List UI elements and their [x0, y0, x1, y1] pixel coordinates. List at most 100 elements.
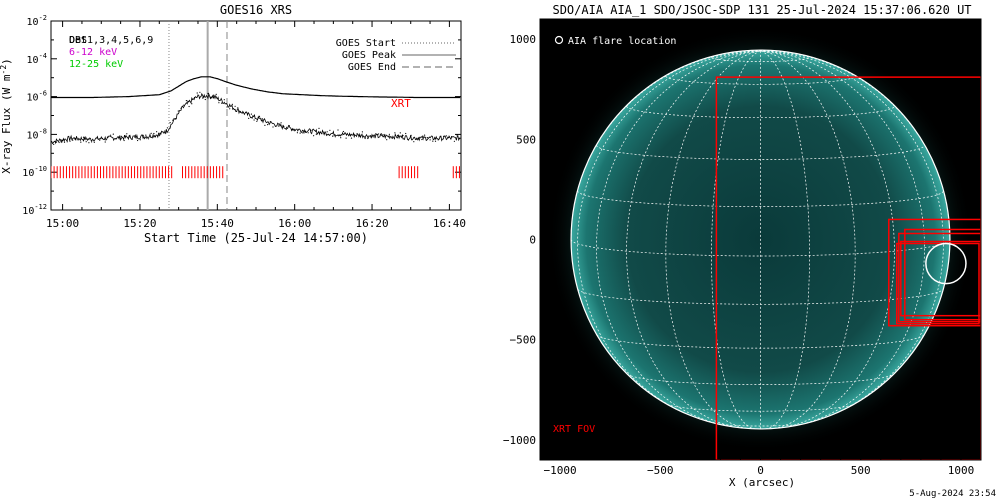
flux-point	[82, 136, 85, 138]
flux-point	[150, 132, 152, 134]
flux-point	[361, 131, 363, 133]
flux-point	[199, 91, 201, 93]
xrt-fov-box	[896, 242, 980, 325]
aia-x-tick-label: −1000	[543, 464, 576, 477]
flux-point	[180, 107, 182, 109]
flux-point	[321, 133, 323, 135]
xrt-fov-box	[715, 76, 981, 460]
flux-point	[307, 132, 309, 134]
aia-x-tick-label: 1000	[948, 464, 975, 477]
flux-point	[123, 139, 125, 142]
aia-y-tick-label: 0	[529, 234, 536, 247]
flux-point	[202, 97, 204, 99]
flux-point	[69, 140, 71, 142]
flux-point	[394, 132, 396, 134]
flux-point	[437, 139, 439, 141]
flux-point	[340, 137, 342, 139]
flux-point	[188, 105, 190, 108]
flux-point	[229, 108, 231, 110]
y-tick-label: 10-6	[27, 90, 47, 104]
flux-point	[139, 139, 141, 141]
flux-point	[128, 136, 131, 138]
aia-x-tick-label: 500	[851, 464, 871, 477]
y-axis-label-text: X-ray Flux (W m	[0, 74, 13, 174]
flux-point	[234, 105, 236, 107]
flux-point	[380, 133, 382, 135]
flux-point	[110, 134, 112, 136]
longitude-line	[760, 50, 895, 429]
flux-point	[174, 118, 177, 120]
detector-legend-item: Det1,3,4,5,6,9	[69, 35, 153, 46]
x-tick-label: 15:40	[201, 217, 234, 230]
flux-point	[410, 134, 412, 136]
chart-title: GOES16 XRS	[220, 3, 292, 17]
flux-point	[459, 137, 461, 139]
flux-point	[318, 127, 320, 129]
flux-point	[147, 138, 150, 140]
xrt-annotation: XRT	[391, 97, 411, 110]
flux-point	[120, 135, 122, 137]
svg-text:X-ray Flux (W m-2): X-ray Flux (W m-2)	[0, 58, 13, 174]
flux-point	[334, 136, 336, 138]
x-tick-label: 16:20	[355, 217, 388, 230]
y-tick-label: 10-8	[27, 127, 47, 141]
flux-point	[118, 137, 120, 139]
flux-point	[85, 141, 87, 143]
aia-y-tick-label: 500	[516, 133, 536, 146]
longitude-line	[626, 50, 761, 429]
flux-point	[91, 141, 93, 143]
flux-point	[456, 134, 458, 136]
flux-point	[96, 137, 98, 139]
flux-point	[356, 133, 358, 135]
flux-point	[415, 138, 418, 140]
marker-legend-label: GOES Peak	[342, 50, 396, 61]
y-tick-label: 10-2	[27, 14, 47, 28]
aia-y-tick-label: 1000	[510, 33, 537, 46]
flux-point	[80, 141, 82, 143]
flux-point	[372, 136, 374, 138]
flux-point	[350, 137, 353, 139]
xrt-fov-box	[898, 232, 981, 323]
flux-point	[448, 135, 450, 137]
flux-point	[402, 134, 404, 137]
flux-point	[342, 130, 344, 133]
xrt-observation-bars	[51, 166, 460, 179]
flux-point	[304, 130, 307, 132]
x-axis-ticks: 15:00 15:20 15:40 16:00 16:20 16:40	[46, 21, 466, 230]
detector-legend-overlap: OBS	[69, 35, 87, 46]
flare-legend-icon	[554, 35, 564, 45]
flux-point	[329, 129, 331, 131]
flux-line-0	[51, 76, 461, 99]
flux-point	[104, 141, 106, 143]
flux-point	[158, 135, 160, 137]
xrt-fov-label: XRT FOV	[553, 424, 595, 435]
flux-point	[215, 93, 217, 95]
flux-point	[413, 141, 415, 143]
flux-point	[451, 136, 453, 138]
flux-point	[348, 134, 350, 136]
flux-point	[399, 132, 401, 134]
marker-legend-label: GOES Start	[336, 38, 396, 49]
aia-y-axis-ticks: −1000 −500 0 500 1000	[503, 33, 546, 447]
flux-point	[131, 138, 133, 140]
longitude-line	[760, 50, 925, 427]
flux-point	[375, 133, 377, 135]
flux-point	[93, 141, 95, 143]
flux-point	[299, 132, 301, 134]
flux-point	[434, 140, 437, 142]
flux-point	[204, 98, 206, 101]
flux-point	[310, 129, 312, 131]
flux-point	[185, 100, 187, 102]
flux-point	[280, 122, 282, 124]
flux-point	[264, 124, 266, 126]
flux-point	[153, 132, 155, 135]
latitude-line	[714, 422, 807, 427]
flux-point	[177, 110, 179, 112]
x-axis-label: Start Time (25-Jul-24 14:57:00)	[144, 231, 368, 245]
y-axis-label-end: )	[0, 58, 13, 65]
flux-point	[66, 141, 68, 143]
flux-point	[378, 133, 380, 135]
flux-point	[51, 142, 52, 144]
